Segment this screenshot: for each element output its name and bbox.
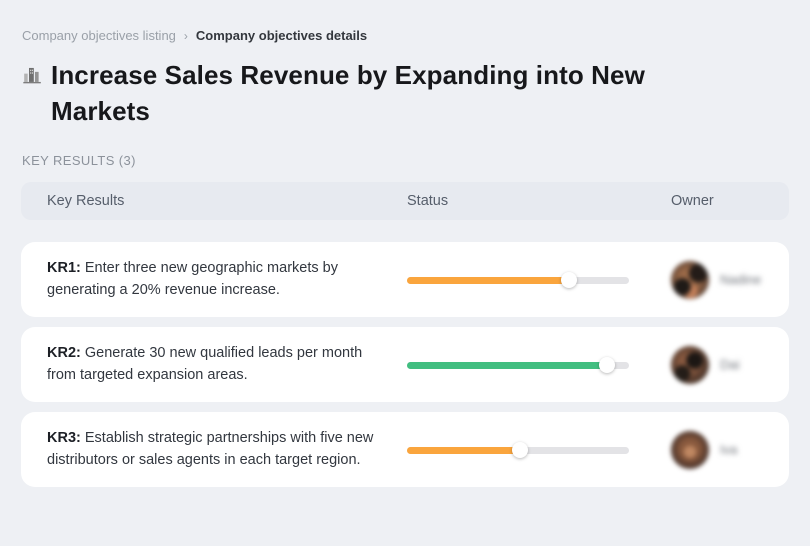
progress-fill [407, 361, 607, 369]
owner-avatar [671, 345, 709, 384]
key-result-description: Generate 30 new qualified leads per mont… [47, 345, 363, 383]
progress-slider-handle[interactable] [598, 356, 615, 373]
owner-cell: Nadine [671, 260, 771, 299]
objective-title-row: Increase Sales Revenue by Expanding into… [22, 57, 789, 129]
key-result-description: Enter three new geographic markets by ge… [47, 260, 338, 298]
key-result-text: KR3: Establish strategic partnerships wi… [47, 428, 377, 471]
owner-name: Iva [720, 442, 738, 457]
breadcrumb: Company objectives listing › Company obj… [22, 28, 789, 43]
key-result-row[interactable]: KR1: Enter three new geographic markets … [21, 242, 789, 317]
page-title: Increase Sales Revenue by Expanding into… [51, 60, 645, 126]
owner-cell: Iva [671, 430, 771, 469]
key-result-label: KR1: [47, 260, 85, 277]
progress-slider[interactable] [407, 271, 629, 288]
progress-slider[interactable] [407, 441, 629, 458]
progress-fill [407, 446, 521, 454]
owner-cell: Dai [671, 345, 771, 384]
progress-slider-handle[interactable] [512, 441, 529, 458]
owner-avatar [671, 430, 709, 469]
breadcrumb-current: Company objectives details [195, 28, 368, 43]
key-result-row[interactable]: KR2: Generate 30 new qualified leads per… [21, 327, 789, 402]
progress-fill [407, 276, 570, 284]
key-results-section-label: KEY RESULTS (3) [22, 153, 136, 168]
column-header-key-results: Key Results [47, 193, 125, 209]
key-result-text: KR1: Enter three new geographic markets … [47, 258, 377, 301]
column-header-owner: Owner [671, 193, 714, 209]
owner-name: Nadine [720, 272, 762, 287]
key-result-row[interactable]: KR3: Establish strategic partnerships wi… [21, 412, 789, 487]
progress-slider-handle[interactable] [561, 271, 578, 288]
key-result-description: Establish strategic partnerships with fi… [47, 430, 374, 468]
progress-slider[interactable] [407, 356, 629, 373]
city-buildings-icon [22, 64, 43, 90]
chevron-right-icon: › [183, 28, 188, 43]
table-header: Key Results Status Owner [21, 182, 789, 220]
key-result-label: KR3: [47, 430, 85, 447]
owner-name: Dai [720, 357, 740, 372]
column-header-status: Status [407, 193, 449, 209]
key-result-text: KR2: Generate 30 new qualified leads per… [47, 343, 377, 386]
owner-avatar [671, 260, 709, 299]
key-result-label: KR2: [47, 345, 85, 362]
breadcrumb-parent-link[interactable]: Company objectives listing [22, 28, 176, 43]
